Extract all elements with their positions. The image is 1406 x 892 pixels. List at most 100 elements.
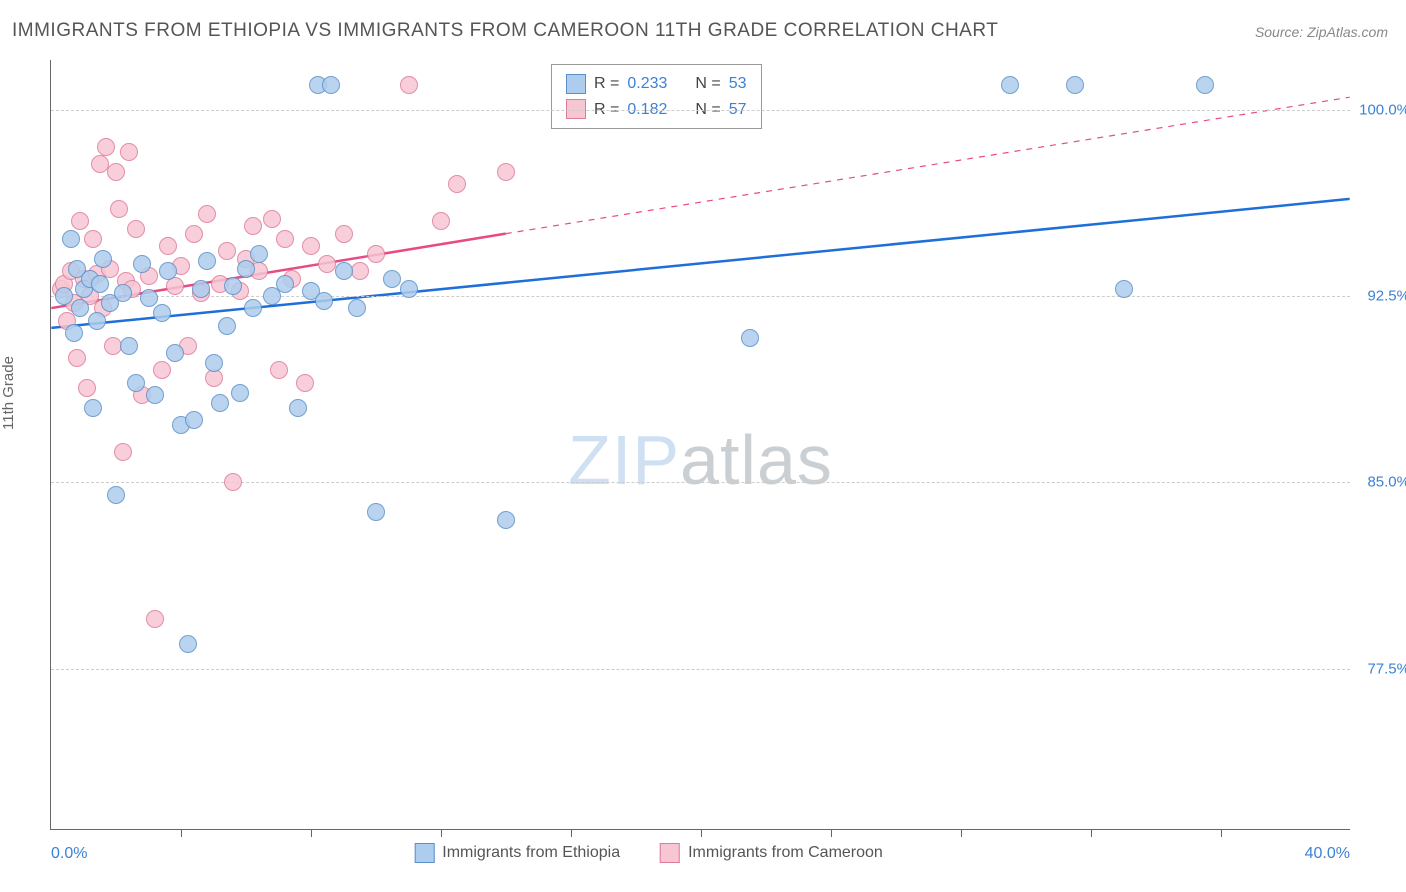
ethiopia-point (497, 511, 515, 529)
cameroon-point (244, 217, 262, 235)
ethiopia-point (218, 317, 236, 335)
x-tick (181, 829, 182, 837)
ethiopia-point (65, 324, 83, 342)
watermark-zip: ZIP (568, 421, 680, 499)
ethiopia-point (335, 262, 353, 280)
swatch-ethiopia-icon (414, 843, 434, 863)
swatch-ethiopia (566, 74, 586, 94)
legend-row-ethiopia: R = 0.233 N = 53 (566, 71, 747, 97)
cameroon-point (78, 379, 96, 397)
y-tick-label: 85.0% (1367, 474, 1406, 491)
ethiopia-point (250, 245, 268, 263)
ethiopia-point (1001, 76, 1019, 94)
cameroon-point (159, 237, 177, 255)
cameroon-point (224, 473, 242, 491)
ethiopia-point (84, 399, 102, 417)
ethiopia-point (127, 374, 145, 392)
cameroon-point (448, 175, 466, 193)
ethiopia-point (179, 635, 197, 653)
ethiopia-point (153, 304, 171, 322)
watermark-atlas: atlas (680, 421, 833, 499)
cameroon-point (185, 225, 203, 243)
gridline (51, 482, 1350, 483)
cameroon-point (400, 76, 418, 94)
ethiopia-point (140, 289, 158, 307)
ethiopia-point (224, 277, 242, 295)
cameroon-point (84, 230, 102, 248)
ethiopia-point (55, 287, 73, 305)
x-tick-min: 0.0% (51, 845, 87, 863)
cameroon-point (263, 210, 281, 228)
ethiopia-point (383, 270, 401, 288)
cameroon-point (302, 237, 320, 255)
cameroon-point (97, 138, 115, 156)
swatch-cameroon-icon (660, 843, 680, 863)
y-tick-label: 100.0% (1359, 101, 1406, 118)
cameroon-point (146, 610, 164, 628)
x-tick (961, 829, 962, 837)
ethiopia-point (315, 292, 333, 310)
y-tick-label: 77.5% (1367, 660, 1406, 677)
source-label: Source: ZipAtlas.com (1255, 24, 1388, 40)
ethiopia-point (133, 255, 151, 273)
ethiopia-point (159, 262, 177, 280)
ethiopia-point (1066, 76, 1084, 94)
ethiopia-point (198, 252, 216, 270)
ethiopia-point (211, 394, 229, 412)
ethiopia-point (185, 411, 203, 429)
ethiopia-point (741, 329, 759, 347)
ethiopia-point (400, 280, 418, 298)
series-legend: Immigrants from Ethiopia Immigrants from… (414, 843, 883, 863)
x-tick (311, 829, 312, 837)
cameroon-point (127, 220, 145, 238)
chart-title: IMMIGRANTS FROM ETHIOPIA VS IMMIGRANTS F… (12, 20, 998, 42)
ethiopia-point (348, 299, 366, 317)
gridline (51, 110, 1350, 111)
cameroon-point (198, 205, 216, 223)
scatter-plot: ZIPatlas R = 0.233 N = 53 R = 0.182 N = … (50, 60, 1350, 830)
ethiopia-point (237, 260, 255, 278)
ethiopia-point (244, 299, 262, 317)
legend-item-ethiopia: Immigrants from Ethiopia (414, 843, 620, 863)
value-n-ethiopia: 53 (729, 71, 747, 97)
cameroon-point (367, 245, 385, 263)
cameroon-point (270, 361, 288, 379)
trendlines-svg (51, 60, 1350, 829)
ethiopia-point (205, 354, 223, 372)
x-tick (1091, 829, 1092, 837)
ethiopia-point (231, 384, 249, 402)
ethiopia-point (91, 275, 109, 293)
ethiopia-point (289, 399, 307, 417)
cameroon-point (432, 212, 450, 230)
cameroon-point (68, 349, 86, 367)
x-tick-max: 40.0% (1305, 845, 1350, 863)
ethiopia-point (367, 503, 385, 521)
x-tick (701, 829, 702, 837)
ethiopia-point (88, 312, 106, 330)
watermark: ZIPatlas (568, 420, 833, 500)
cameroon-point (335, 225, 353, 243)
ethiopia-point (120, 337, 138, 355)
legend-label-cameroon: Immigrants from Cameroon (688, 844, 883, 862)
y-axis-label: 11th Grade (0, 356, 17, 430)
ethiopia-point (276, 275, 294, 293)
cameroon-point (351, 262, 369, 280)
ethiopia-point (107, 486, 125, 504)
cameroon-point (276, 230, 294, 248)
ethiopia-point (71, 299, 89, 317)
x-tick (441, 829, 442, 837)
cameroon-point (497, 163, 515, 181)
ethiopia-point (1115, 280, 1133, 298)
cameroon-point (296, 374, 314, 392)
cameroon-point (120, 143, 138, 161)
ethiopia-point (94, 250, 112, 268)
x-tick (1221, 829, 1222, 837)
cameroon-point (153, 361, 171, 379)
ethiopia-point (146, 386, 164, 404)
cameroon-point (110, 200, 128, 218)
value-r-ethiopia: 0.233 (627, 71, 667, 97)
cameroon-point (218, 242, 236, 260)
legend-label-ethiopia: Immigrants from Ethiopia (442, 844, 620, 862)
ethiopia-point (166, 344, 184, 362)
ethiopia-point (62, 230, 80, 248)
